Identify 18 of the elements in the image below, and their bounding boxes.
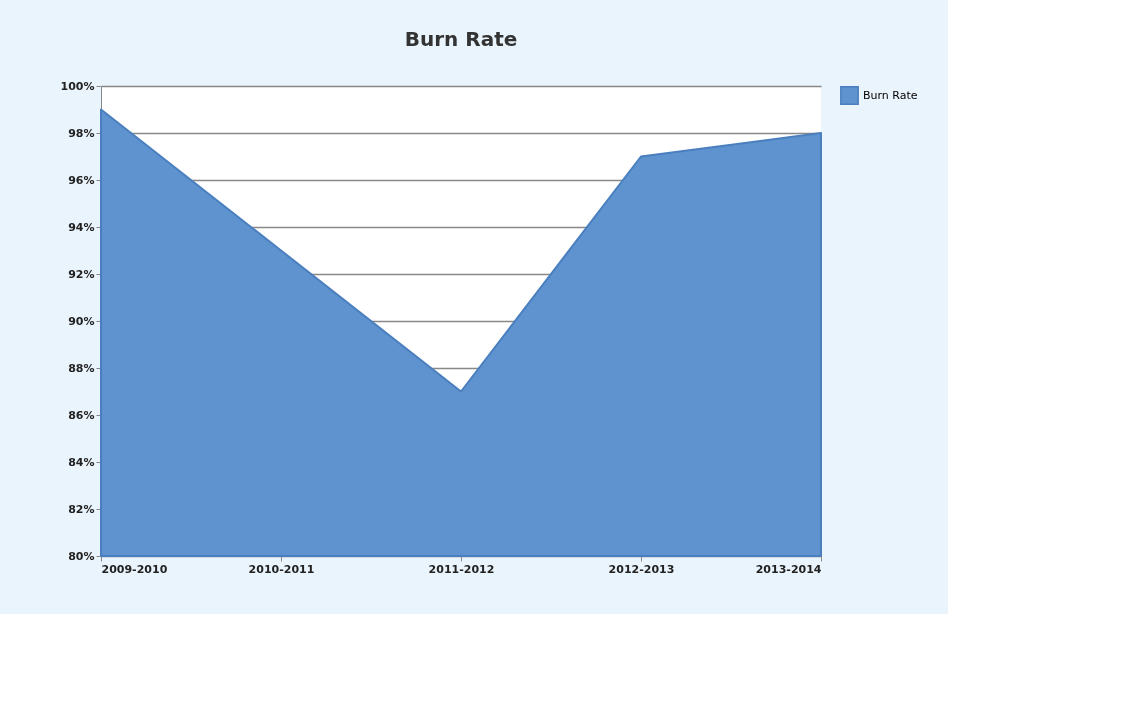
y-tick-label: 84% (68, 455, 95, 469)
y-tick-label: 94% (68, 220, 95, 234)
y-tick-label: 92% (68, 267, 95, 281)
y-tick-label: 98% (68, 126, 95, 140)
y-tick-label: 100% (60, 79, 95, 93)
y-tick-label: 88% (68, 361, 95, 375)
x-tick-label: 2013-2014 (755, 562, 822, 576)
y-tick-label: 82% (68, 502, 95, 516)
legend-label: Burn Rate (863, 88, 918, 102)
x-tick-label: 2011-2012 (428, 562, 495, 576)
y-tick-label: 80% (68, 549, 95, 563)
y-tick-label: 86% (68, 408, 95, 422)
x-tick-label: 2010-2011 (248, 562, 315, 576)
x-tick-label: 2012-2013 (608, 562, 675, 576)
chart-title: Burn Rate (404, 27, 518, 51)
y-tick-label: 90% (68, 314, 95, 328)
y-tick-label: 96% (68, 173, 95, 187)
x-tick-label: 2009-2010 (101, 562, 168, 576)
